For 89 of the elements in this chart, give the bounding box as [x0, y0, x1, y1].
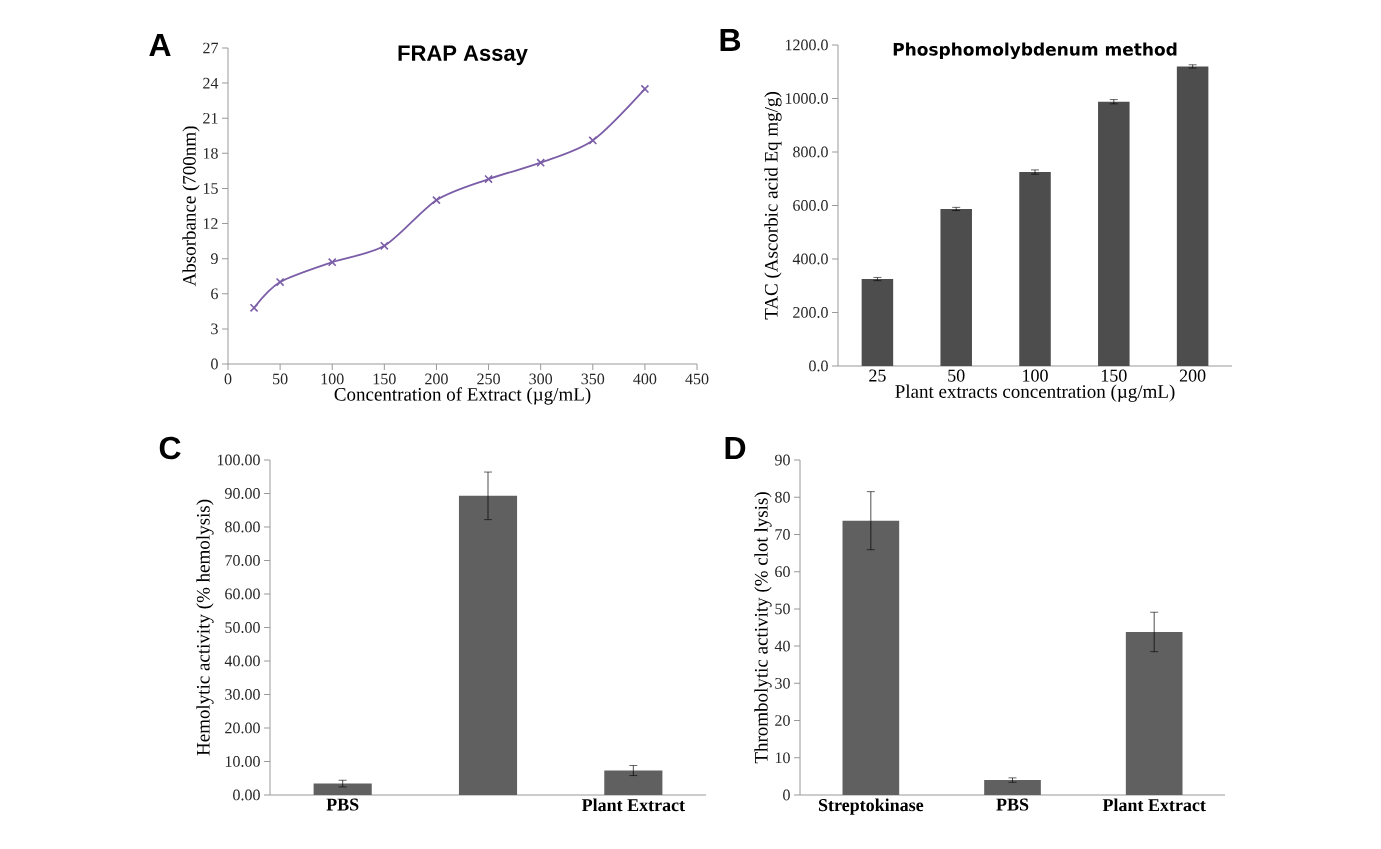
y-tick-label: 21	[203, 112, 218, 124]
y-tick-label: 0	[783, 789, 790, 801]
y-tick-label: 20.00	[225, 722, 260, 734]
x-tick-label: 400	[633, 373, 657, 385]
y-tick-label: 3	[211, 323, 218, 335]
y-tick-label: 10	[775, 752, 790, 764]
y-axis-title: Hemolytic activity (% hemolysis)	[196, 499, 214, 756]
x-tick-label: 100	[1023, 369, 1048, 382]
y-tick-label: 800.0	[793, 146, 828, 158]
point	[249, 303, 259, 313]
text: A	[149, 34, 171, 56]
y-tick-label: 12	[203, 218, 218, 229]
x-tick-label: 25	[869, 369, 886, 382]
text: D	[725, 437, 746, 459]
y-tick-label: 70.00	[225, 555, 260, 566]
point	[380, 241, 389, 251]
bar	[1019, 172, 1051, 366]
point	[588, 136, 598, 145]
y-tick-label: 80	[775, 491, 790, 503]
bar	[1125, 631, 1183, 795]
y-tick-label: 27	[203, 42, 219, 54]
x-tick-label: 50	[273, 373, 288, 385]
bar	[604, 770, 663, 795]
x-tick-label: 200	[425, 373, 448, 385]
y-tick-label: 600.0	[793, 200, 828, 211]
bar	[313, 783, 372, 795]
y-tick-label: 0.00	[233, 789, 260, 801]
x-tick-label: Plant Extract	[581, 798, 685, 812]
bar	[940, 208, 972, 366]
y-tick-label: 50.00	[225, 622, 260, 633]
point	[275, 277, 285, 287]
y-tick-label: 9	[210, 253, 218, 265]
x-axis-title: Plant extracts concentration (µg/mL)	[895, 384, 1175, 402]
y-tick-label: 24	[203, 77, 219, 89]
x-axis-title: Concentration of Extract (µg/mL)	[334, 387, 591, 405]
chart-title: Phosphomolybdenum method	[893, 42, 1177, 60]
y-tick-label: 30.00	[225, 689, 260, 700]
y-tick-label: 80.00	[225, 521, 260, 533]
y-tick-label: 6	[211, 288, 218, 300]
y-tick-label: 18	[203, 147, 218, 159]
x-tick-label: 450	[685, 373, 709, 385]
y-tick-label: 40.00	[224, 655, 260, 667]
bar	[842, 520, 900, 795]
y-tick-label: 15	[203, 183, 218, 194]
x-tick-label: 150	[373, 373, 396, 385]
point	[327, 257, 337, 267]
y-tick-label: 10.00	[225, 756, 260, 767]
y-tick-label: 200.0	[793, 307, 828, 318]
x-tick-label: 100	[321, 373, 344, 385]
y-tick-label: 40	[774, 640, 790, 652]
text: B	[720, 29, 741, 51]
y-tick-label: 50	[775, 603, 790, 615]
x-tick-label: 50	[948, 369, 965, 382]
point	[536, 158, 546, 168]
y-tick-label: 400.0	[792, 253, 828, 265]
x-tick-label: 150	[1101, 369, 1127, 382]
x-tick-label: PBS	[996, 798, 1029, 811]
x-tick-label: 200	[1179, 369, 1206, 382]
x-tick-label: 250	[477, 373, 500, 385]
y-tick-label: 70	[775, 529, 790, 540]
bar	[458, 495, 518, 795]
x-tick-label: 350	[581, 373, 605, 385]
x-tick-label: Streptokinase	[818, 798, 924, 815]
text: C	[159, 436, 181, 460]
point	[432, 195, 441, 205]
bar	[1176, 66, 1209, 366]
y-tick-label: 0	[211, 358, 218, 370]
y-tick-label: 1000.0	[785, 93, 828, 104]
x-tick-label: 300	[529, 373, 553, 385]
y-tick-label: 90	[774, 454, 790, 466]
y-axis-title: Absorbance (700nm)	[182, 126, 200, 287]
y-tick-label: 60	[775, 566, 790, 578]
y-tick-label: 60.00	[225, 588, 260, 600]
x-tick-label: Plant Extract	[1102, 798, 1206, 812]
y-tick-label: 1200.0	[785, 39, 828, 51]
bar	[984, 780, 1041, 795]
point	[640, 84, 650, 94]
x-tick-label: PBS	[326, 798, 359, 811]
chart-title: FRAP Assay	[398, 45, 528, 66]
y-tick-label: 20	[775, 715, 790, 726]
bar	[1098, 101, 1130, 366]
y-tick-label: 30	[775, 677, 790, 689]
point	[484, 174, 493, 184]
y-axis-title: Thrombolytic activity (% clot lysis)	[754, 492, 772, 764]
y-axis-title: TAC (Ascorbic acid Eq mg/g)	[764, 92, 782, 320]
y-tick-label: 90.00	[224, 488, 260, 499]
bar	[861, 279, 894, 366]
y-tick-label: 0.0	[809, 360, 828, 372]
y-tick-label: 100.00	[217, 454, 260, 466]
